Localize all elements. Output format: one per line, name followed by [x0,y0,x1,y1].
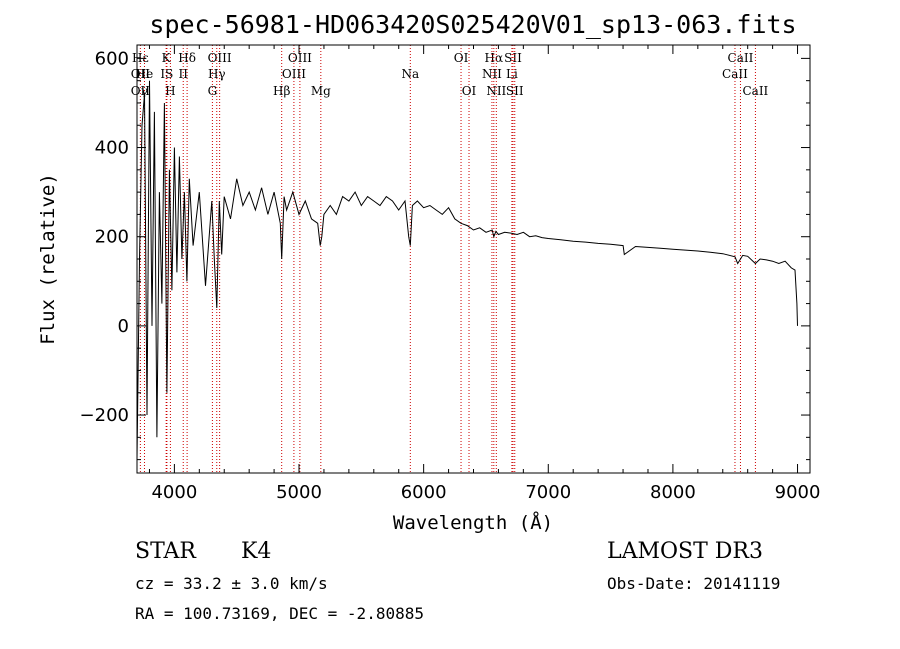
y-tick-label: 400 [95,138,129,159]
spectral-line-label: IS [160,67,173,81]
spectral-line-label: CaII [728,51,754,65]
spectrum-line [136,80,798,460]
spectral-line-label: OIII [288,51,312,65]
obs-date-text: Obs-Date: 20141119 [607,574,781,593]
x-tick-label: 9000 [775,482,821,503]
spectral-line-label: SII [506,84,524,98]
spectral-line-label: G [208,84,218,98]
spectral-line-label: Hδ [178,51,196,65]
spectral-line-label: OI [462,84,477,98]
spectral-line-label: Hγ [208,67,226,81]
spectral-line-label: OIII [282,67,306,81]
spectral-line-label: CaII [742,84,768,98]
spectral-line-label: He [136,67,154,81]
spectral-line-label: OI [454,51,469,65]
spectral-line-label: H [165,84,175,98]
x-tick-label: 7000 [525,482,571,503]
y-tick-label: −200 [80,405,129,426]
spectral-line-label: II [178,67,188,81]
chart-title: spec-56981-HD063420S025420V01_sp13-063.f… [149,10,796,39]
spectral-subclass: K4 [241,539,272,564]
axis-ticks: 4000 5000 6000 7000 8000 9000 −200 0 200 400 600 [80,45,821,503]
x-tick-label: 5000 [276,482,322,503]
redshift-text: cz = 33.2 ± 3.0 km/s [135,574,328,593]
y-tick-label: 200 [95,227,129,248]
plot-frame [136,44,811,474]
spectral-line-label: OIII [208,51,232,65]
y-tick-label: 600 [95,48,129,69]
coordinates-text: RA = 100.73169, DEC = -2.80885 [135,604,424,623]
spectral-line-label: OII [131,67,151,81]
object-type: STAR [135,539,196,564]
x-tick-label: 8000 [650,482,696,503]
y-axis-label: Flux (relative) [37,173,59,345]
spectral-line-label: NII [486,84,506,98]
spectral-line-label: OII [131,84,151,98]
spectral-line-label: SII [504,51,522,65]
spectral-line-label: Na [401,67,419,81]
spectral-line-label: NII [482,67,502,81]
spectral-line-label: Hβ [273,84,290,98]
spectral-line-label: Hα [485,51,504,65]
x-tick-label: 4000 [151,482,197,503]
x-axis-label: Wavelength (Å) [393,511,553,534]
spectral-line-label: Mg [311,84,331,98]
x-tick-label: 6000 [401,482,447,503]
spectral-line-label: CaII [722,67,748,81]
y-tick-label: 0 [118,316,129,337]
spectral-line-label: γ [141,84,148,98]
survey-name: LAMOST DR3 [607,539,763,564]
spectral-line-label: Li [506,67,518,81]
